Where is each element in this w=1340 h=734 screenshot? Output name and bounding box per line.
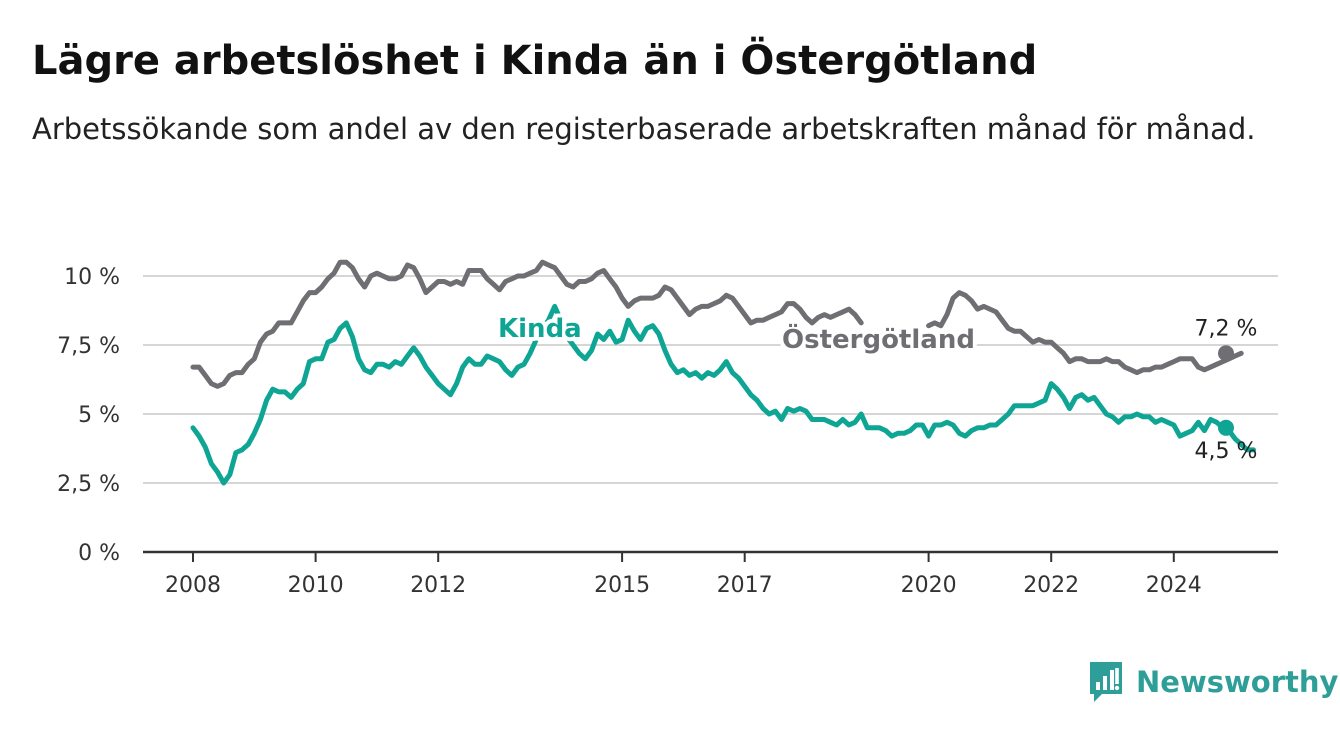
series-label-halo--sterg-tland: Östergötland <box>782 322 975 355</box>
end-label-kinda: 4,5 % <box>1195 439 1258 464</box>
y-tick-label: 0 % <box>78 541 120 566</box>
series-line--sterg-tland-0 <box>190 259 864 389</box>
series-line-kinda-0 <box>190 303 1256 486</box>
series-label-halo-kinda: Kinda <box>498 314 582 344</box>
newsworthy-logo-icon <box>1090 662 1122 702</box>
x-tick-label: 2022 <box>1023 573 1079 598</box>
brand-logo: Newsworthy <box>1088 660 1338 704</box>
y-axis-ticks: 0 % 2,5 % 5 % 7,5 % 10 % <box>57 265 120 566</box>
y-tick-label: 7,5 % <box>57 334 120 359</box>
series-label--sterg-tland: Östergötland <box>782 322 975 355</box>
series-label-kinda: Kinda <box>498 314 582 344</box>
x-tick-label: 2024 <box>1146 573 1202 598</box>
x-tick-label: 2017 <box>717 573 773 598</box>
chart-title: Lägre arbetslöshet i Kinda än i Östergöt… <box>32 38 1038 84</box>
chart-subtitle: Arbetssökande som andel av den registerb… <box>32 112 1256 146</box>
x-tick-label: 2012 <box>410 573 466 598</box>
series-lines <box>190 259 1256 486</box>
x-tick-label: 2008 <box>165 573 221 598</box>
y-tick-label: 2,5 % <box>57 472 120 497</box>
x-axis-ticks: 2008 2010 2012 2015 2017 2020 2022 2024 <box>165 552 1202 598</box>
series-line--sterg-tland-1 <box>926 290 1244 376</box>
end-markers: 7,2 % 4,5 % <box>1195 316 1258 464</box>
brand-name: Newsworthy <box>1136 665 1339 699</box>
end-marker-kinda <box>1218 419 1234 436</box>
x-tick-label: 2010 <box>288 573 344 598</box>
y-tick-label: 10 % <box>64 265 120 290</box>
x-tick-label: 2015 <box>594 573 650 598</box>
end-label--sterg-tland: 7,2 % <box>1195 316 1258 341</box>
x-tick-label: 2020 <box>901 573 957 598</box>
end-marker--sterg-tland <box>1218 345 1234 362</box>
y-tick-label: 5 % <box>78 403 120 428</box>
